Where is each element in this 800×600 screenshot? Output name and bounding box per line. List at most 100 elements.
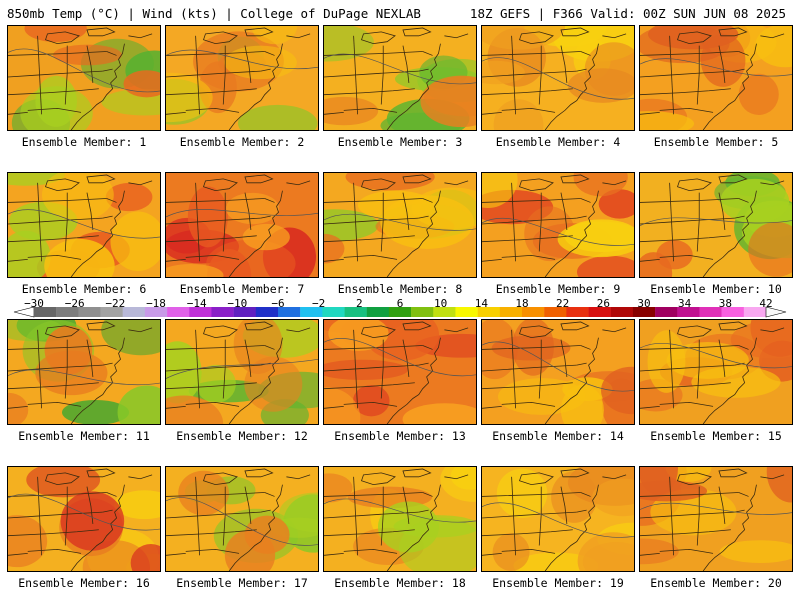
colorbar-swatch — [189, 307, 212, 317]
temperature-contour-fill — [110, 211, 160, 272]
border-line — [45, 178, 80, 192]
border-line — [482, 405, 502, 409]
ensemble-map-panel — [7, 172, 161, 278]
temperature-contour-fill — [423, 76, 476, 117]
border-line — [353, 329, 358, 409]
colorbar-tick-label: 30 — [637, 297, 651, 310]
state-borders — [166, 174, 311, 277]
ensemble-member-label: Ensemble Member: 11 — [18, 429, 150, 443]
border-line — [361, 31, 396, 45]
isotherm-line — [482, 217, 634, 246]
border-line — [640, 382, 731, 390]
temperature-contour-fill — [353, 385, 390, 417]
temperature-contour-fill — [440, 467, 476, 502]
isotherm-line — [166, 358, 318, 379]
border-line — [286, 327, 311, 333]
temperature-contour-fill — [497, 378, 586, 415]
header-title: 850mb Temp (°C) | Wind (kts) | College o… — [7, 6, 421, 21]
border-line — [166, 364, 261, 372]
border-line — [324, 405, 344, 409]
border-line — [444, 33, 469, 39]
border-line — [738, 51, 749, 56]
border-line — [353, 182, 358, 262]
temperature-contour-fill — [196, 364, 236, 404]
state-borders — [166, 321, 311, 424]
border-line — [402, 174, 432, 184]
temperature-contour-fill — [244, 356, 303, 412]
border-line — [640, 70, 735, 78]
temperature-contour-fill — [493, 99, 544, 130]
border-line — [128, 327, 153, 333]
border-line — [386, 190, 441, 277]
border-line — [511, 476, 516, 556]
ensemble-map-panel — [323, 172, 477, 278]
temperature-map — [8, 320, 160, 424]
border-line — [166, 382, 257, 390]
colorbar-tick-label: −6 — [271, 297, 285, 310]
border-line — [380, 45, 384, 105]
border-line — [37, 35, 42, 115]
temperature-contour-fill — [105, 182, 153, 212]
ensemble-member-label: Ensemble Member: 14 — [492, 429, 624, 443]
temperature-contour-fill — [576, 255, 634, 277]
border-line — [511, 182, 516, 262]
border-line — [738, 198, 749, 203]
border-line — [324, 552, 344, 556]
border-line — [195, 35, 200, 115]
border-line — [86, 192, 94, 230]
temperature-contour-fill — [8, 392, 29, 424]
border-line — [166, 405, 186, 409]
border-line — [538, 45, 542, 105]
border-line — [166, 258, 186, 262]
border-line — [444, 327, 469, 333]
colorbar-tick-label: −22 — [105, 297, 126, 310]
temperature-contour-fill — [244, 515, 290, 554]
border-line — [166, 529, 257, 537]
ensemble-member-label: Ensemble Member: 8 — [337, 282, 463, 296]
border-line — [580, 198, 591, 203]
border-line — [386, 43, 441, 130]
border-line — [544, 337, 599, 424]
ensemble-member-label: Ensemble Member: 5 — [653, 135, 779, 149]
state-borders — [640, 174, 785, 277]
border-line — [734, 68, 745, 72]
border-line — [718, 45, 726, 83]
isotherm-line — [324, 53, 476, 85]
colorbar: −30 −26 −22 −18 −14 −10 −6 −2 2 6 10 14 18 22 26 30 34 38… — [0, 297, 800, 321]
border-line — [106, 345, 117, 350]
border-line — [640, 364, 735, 372]
border-line — [580, 51, 591, 56]
border-line — [86, 486, 94, 524]
border-line — [560, 321, 590, 331]
temperature-map — [166, 320, 318, 424]
temperature-contour-fill — [35, 75, 77, 127]
border-line — [244, 45, 252, 83]
state-borders — [8, 174, 153, 277]
colorbar-tick-label: 26 — [596, 297, 610, 310]
border-line — [702, 484, 757, 571]
border-line — [760, 327, 785, 333]
border-line — [602, 180, 627, 186]
border-line — [538, 339, 542, 399]
colorbar-tick-label: −10 — [227, 297, 248, 310]
border-line — [402, 27, 432, 37]
border-line — [669, 476, 674, 556]
border-line — [444, 474, 469, 480]
border-line — [244, 468, 274, 478]
border-line — [538, 192, 542, 252]
border-line — [324, 258, 344, 262]
ensemble-member-label: Ensemble Member: 12 — [176, 429, 308, 443]
colorbar-swatch — [344, 307, 367, 317]
temperature-contour-fill — [224, 45, 297, 80]
isotherm-line — [324, 337, 476, 377]
temperature-contour-fill — [187, 186, 228, 248]
temperature-contour-fill — [117, 385, 160, 424]
border-line — [343, 402, 398, 407]
colorbar-swatch — [144, 307, 168, 317]
colorbar-swatch — [566, 307, 589, 317]
border-line — [86, 339, 94, 377]
border-line — [501, 255, 556, 260]
temperature-contour-fill — [564, 219, 634, 253]
colorbar-tick-label: 42 — [759, 297, 773, 310]
state-borders — [166, 468, 311, 571]
